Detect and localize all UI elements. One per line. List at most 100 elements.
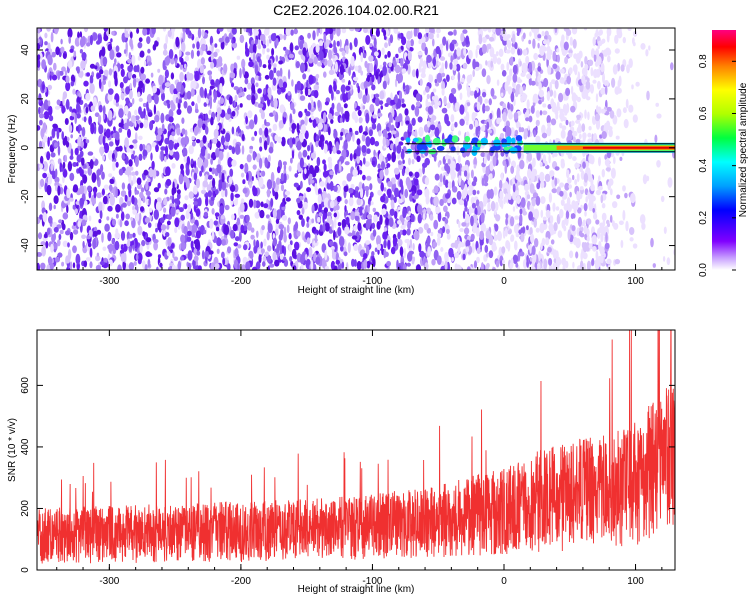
spectrogram-speck bbox=[102, 56, 108, 66]
spectrogram-speck bbox=[244, 162, 249, 174]
spectrogram-speck bbox=[173, 256, 179, 262]
spectrogram-speck bbox=[527, 125, 530, 131]
spectrogram-speck bbox=[499, 132, 505, 139]
spectrogram-speck bbox=[590, 183, 595, 192]
spectrogram-speck bbox=[325, 39, 330, 47]
spectrogram-speck bbox=[46, 227, 51, 235]
spectrogram-speck bbox=[145, 78, 151, 84]
spectrogram-speck bbox=[245, 261, 251, 270]
spectrogram-speck bbox=[250, 227, 255, 233]
spectrogram-speck bbox=[364, 185, 370, 192]
spectrogram-speck bbox=[317, 216, 321, 223]
spectrogram-speck bbox=[582, 262, 586, 270]
spectrogram-speck bbox=[286, 224, 290, 234]
spectrogram-speck bbox=[171, 163, 176, 169]
spectrogram-speck bbox=[620, 239, 624, 249]
spectrogram-speck bbox=[318, 212, 323, 217]
spectrogram-speck bbox=[612, 64, 618, 75]
spectrogram-speck bbox=[62, 91, 68, 99]
spectrogram-speck bbox=[283, 46, 287, 51]
spectrogram-speck bbox=[194, 238, 200, 250]
x-tick-label: 100 bbox=[627, 576, 644, 587]
spectrogram-speck bbox=[298, 50, 303, 55]
spectrogram-speck bbox=[70, 134, 73, 139]
spectrogram-speck bbox=[418, 126, 424, 137]
spectrogram-speck bbox=[233, 199, 238, 206]
spectrogram-speck bbox=[547, 65, 552, 75]
spectrogram-speck bbox=[89, 83, 95, 94]
spectrogram-speck bbox=[598, 156, 601, 167]
spectrogram-speck bbox=[111, 238, 115, 245]
spectrogram-speck bbox=[590, 67, 594, 77]
spectrogram-speck bbox=[54, 256, 61, 263]
spectrogram-speck bbox=[393, 28, 399, 34]
spectrogram-speck bbox=[125, 41, 128, 52]
spectrogram-speck bbox=[502, 159, 507, 166]
spectrogram-speck bbox=[128, 52, 132, 59]
spectrogram-speck bbox=[133, 142, 138, 150]
spectrogram-speck bbox=[266, 54, 270, 60]
spectrogram-speck bbox=[485, 60, 488, 66]
snr-x-ticks: -300 -200 -100 0 100 bbox=[56, 330, 663, 587]
spectrogram-speck bbox=[599, 225, 603, 234]
spectrogram-speck bbox=[510, 104, 514, 112]
spectrogram-speck bbox=[259, 209, 265, 219]
spectrogram-speck bbox=[434, 82, 440, 87]
spectrogram-speck bbox=[314, 233, 318, 244]
spectrogram-speck bbox=[606, 258, 612, 265]
spectrogram-speck bbox=[601, 203, 606, 209]
spectrogram-speck bbox=[274, 259, 280, 267]
spectrogram-speck bbox=[666, 257, 671, 266]
spectrogram-speck bbox=[541, 30, 545, 37]
spectrogram-speck bbox=[216, 112, 220, 123]
spectrogram-speck bbox=[513, 257, 517, 264]
spectrogram-speck bbox=[291, 123, 297, 130]
spectrogram-speck bbox=[599, 222, 604, 228]
spectrogram-speck bbox=[65, 255, 71, 264]
spectrogram-speck bbox=[193, 160, 197, 169]
spectrogram-speck bbox=[323, 112, 327, 123]
spectrogram-speck bbox=[106, 216, 110, 221]
spectrogram-speck bbox=[522, 226, 526, 234]
spectrogram-speck bbox=[631, 84, 634, 90]
spectrogram-speck bbox=[397, 206, 401, 211]
spectrogram-speck bbox=[654, 134, 658, 143]
spectrogram-speck bbox=[482, 28, 488, 32]
spectrogram-speck bbox=[276, 70, 281, 77]
spectrogram-speck bbox=[459, 92, 463, 101]
spectrogram-speck bbox=[219, 82, 223, 94]
spectrogram-speck bbox=[138, 37, 143, 43]
x-tick-label: -300 bbox=[99, 576, 119, 587]
spectrogram-speck bbox=[186, 156, 191, 166]
spectrogram-speck bbox=[482, 103, 486, 114]
spectrogram-speck bbox=[384, 103, 389, 107]
spectrogram-speck bbox=[404, 108, 409, 116]
spectrogram-speck bbox=[376, 235, 381, 246]
spectrogram-speck bbox=[639, 214, 646, 225]
spectrogram-speck bbox=[310, 152, 316, 159]
spectrogram-speck bbox=[354, 130, 359, 135]
spectrogram-speck bbox=[43, 111, 50, 120]
spectrogram-speck bbox=[400, 224, 406, 230]
spectrogram-speck bbox=[428, 32, 434, 40]
spectrogram-speck bbox=[533, 218, 537, 228]
spectrogram-speck bbox=[107, 44, 113, 52]
spectrogram-speck bbox=[127, 183, 132, 191]
spectrogram-speck bbox=[180, 256, 184, 261]
spectrogram-speck bbox=[298, 214, 303, 220]
spectrogram-speck bbox=[127, 128, 131, 138]
spectrogram-speck bbox=[215, 147, 220, 158]
spectrogram-speck bbox=[125, 28, 130, 32]
spectrogram-speck bbox=[268, 63, 272, 70]
spectrogram-speck bbox=[64, 135, 68, 144]
spectrogram-speck bbox=[164, 145, 169, 156]
spectrogram-speck bbox=[116, 52, 122, 58]
spectrogram-noise bbox=[37, 28, 675, 270]
spectrogram-speck bbox=[79, 31, 83, 39]
spectrogram-speck bbox=[104, 223, 110, 232]
spectrogram-speck bbox=[387, 181, 393, 188]
spectrogram-speck bbox=[203, 102, 207, 107]
spectrogram-speck bbox=[336, 150, 342, 155]
spectrogram-speck bbox=[525, 55, 530, 65]
spectrogram-speck bbox=[568, 49, 573, 54]
